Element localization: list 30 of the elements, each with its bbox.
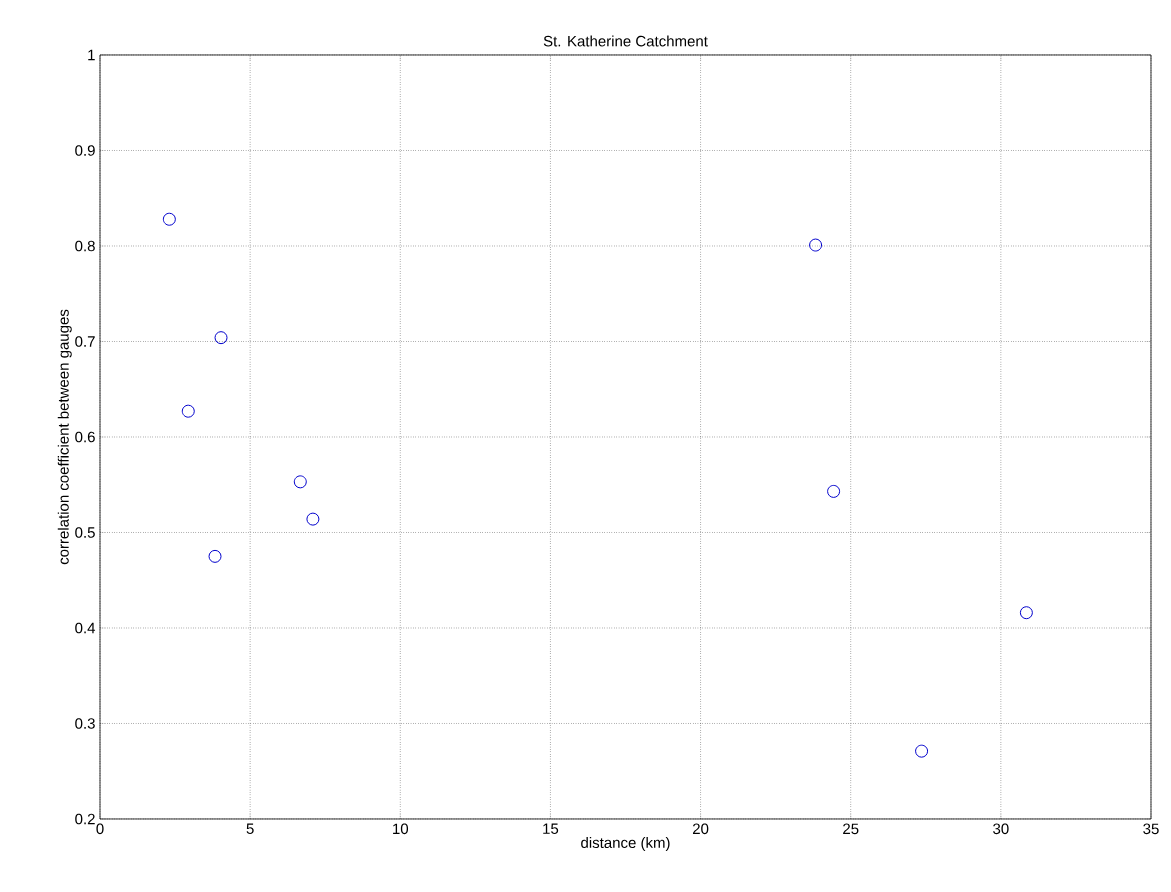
- point: [306, 512, 320, 526]
- y-tick-label: 0.4: [75, 622, 96, 634]
- point: [293, 475, 307, 489]
- y-tick-label: 1: [88, 49, 95, 61]
- y-axis-title: correlation coefficient between gauges: [57, 309, 72, 565]
- y-tick-label: 0.5: [75, 527, 95, 538]
- y-tick-label: 0.8: [75, 240, 95, 252]
- chart-title: St. Katherine Catchment: [543, 35, 708, 47]
- x-tick-label: 20: [692, 823, 709, 835]
- x-tick-label: 35: [1143, 823, 1159, 835]
- point: [1019, 606, 1033, 620]
- y-tick-label: 0.3: [75, 718, 95, 729]
- point: [181, 404, 195, 418]
- point: [162, 212, 176, 226]
- x-tick-label: 5: [246, 823, 254, 834]
- y-tick-label: 0.2: [75, 813, 95, 825]
- x-tick-label: 10: [393, 823, 409, 835]
- x-tick-label: 0: [96, 823, 104, 835]
- point: [827, 484, 841, 498]
- point: [915, 744, 929, 758]
- x-tick-label: 15: [543, 823, 559, 834]
- point: [809, 238, 823, 252]
- y-tick-label: 0.7: [75, 336, 95, 347]
- point: [214, 331, 228, 345]
- x-tick-label: 30: [993, 823, 1009, 835]
- y-tick-label: 0.9: [75, 145, 95, 156]
- y-tick-label: 0.6: [75, 431, 95, 443]
- x-axis-title: distance (km): [581, 837, 670, 851]
- point: [208, 549, 222, 563]
- x-tick-label: 25: [843, 823, 859, 835]
